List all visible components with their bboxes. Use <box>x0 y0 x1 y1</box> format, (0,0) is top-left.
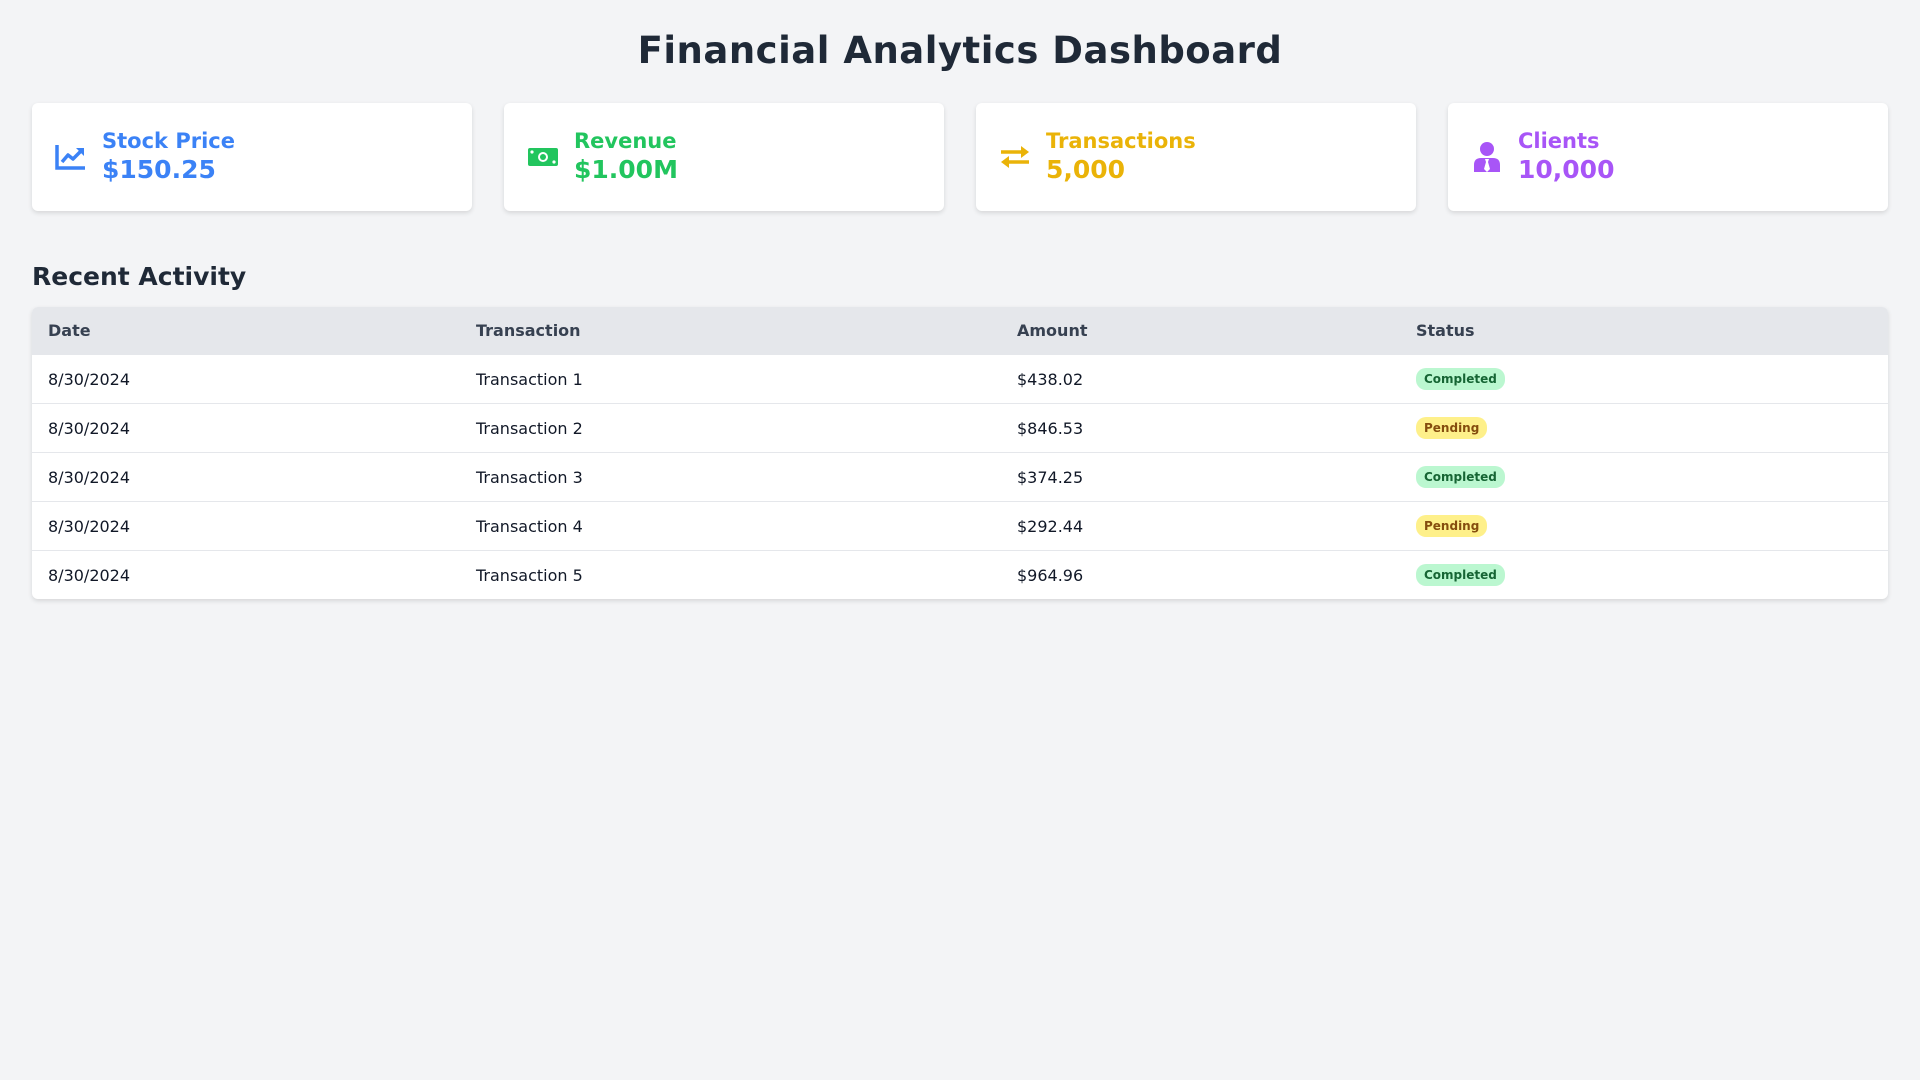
table-row: 8/30/2024 Transaction 4 $292.44 Pending <box>32 501 1888 550</box>
cell-date: 8/30/2024 <box>48 418 131 438</box>
card-label: Revenue <box>574 129 677 153</box>
table-header: Date Transaction Amount Status <box>32 307 1888 354</box>
recent-activity-title: Recent Activity <box>32 262 247 291</box>
card-value: $1.00M <box>574 155 678 184</box>
column-header-date: Date <box>48 321 91 340</box>
cell-transaction: Transaction 2 <box>476 418 583 438</box>
status-badge: Completed <box>1416 564 1505 586</box>
table-row: 8/30/2024 Transaction 3 $374.25 Complete… <box>32 452 1888 501</box>
cell-transaction: Transaction 3 <box>476 467 583 487</box>
chart-line-icon <box>54 140 88 174</box>
column-header-amount: Amount <box>1017 321 1088 340</box>
status-badge: Completed <box>1416 368 1505 390</box>
card-value: 10,000 <box>1518 155 1615 184</box>
status-badge: Pending <box>1416 417 1488 439</box>
card-revenue: Revenue $1.00M <box>504 103 944 211</box>
cell-amount: $292.44 <box>1017 516 1084 536</box>
card-label: Stock Price <box>102 129 235 153</box>
dashboard-page: Financial Analytics Dashboard Stock Pric… <box>32 29 1888 599</box>
activity-table: Date Transaction Amount Status 8/30/2024… <box>32 307 1888 599</box>
card-transactions: Transactions 5,000 <box>976 103 1416 211</box>
column-header-transaction: Transaction <box>476 321 581 340</box>
user-tie-icon <box>1470 140 1504 174</box>
status-badge: Pending <box>1416 515 1488 537</box>
cell-date: 8/30/2024 <box>48 565 131 585</box>
cell-transaction: Transaction 1 <box>476 369 583 389</box>
page-title: Financial Analytics Dashboard <box>637 29 1283 72</box>
money-bill-icon <box>526 140 560 174</box>
card-stock-price: Stock Price $150.25 <box>32 103 472 211</box>
card-clients: Clients 10,000 <box>1448 103 1888 211</box>
cell-transaction: Transaction 5 <box>476 565 583 585</box>
table-row: 8/30/2024 Transaction 5 $964.96 Complete… <box>32 550 1888 599</box>
cell-date: 8/30/2024 <box>48 516 131 536</box>
cell-amount: $374.25 <box>1017 467 1084 487</box>
cell-transaction: Transaction 4 <box>476 516 583 536</box>
table-row: 8/30/2024 Transaction 2 $846.53 Pending <box>32 403 1888 452</box>
column-header-status: Status <box>1416 321 1475 340</box>
card-value: 5,000 <box>1046 155 1126 184</box>
table-row: 8/30/2024 Transaction 1 $438.02 Complete… <box>32 354 1888 403</box>
card-label: Transactions <box>1046 129 1196 153</box>
card-value: $150.25 <box>102 155 216 184</box>
cell-date: 8/30/2024 <box>48 467 131 487</box>
cell-amount: $846.53 <box>1017 418 1084 438</box>
exchange-arrows-icon <box>998 140 1032 174</box>
cell-amount: $438.02 <box>1017 369 1084 389</box>
cell-date: 8/30/2024 <box>48 369 131 389</box>
status-badge: Completed <box>1416 466 1505 488</box>
cell-amount: $964.96 <box>1017 565 1084 585</box>
stat-cards: Stock Price $150.25 Revenue $1.00M <box>32 103 1888 211</box>
card-label: Clients <box>1518 129 1600 153</box>
